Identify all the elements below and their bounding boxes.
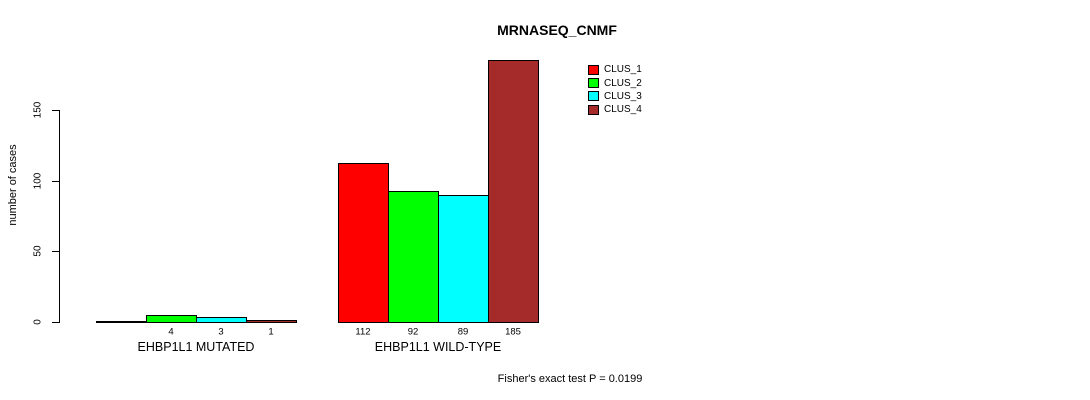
y-axis-tick (52, 110, 59, 111)
legend-label: CLUS_3 (604, 90, 642, 102)
bar-value-label: 1 (268, 326, 274, 338)
legend-entry: CLUS_1 (588, 63, 642, 76)
legend-swatch (588, 78, 599, 89)
y-axis-tick-label: 0 (32, 319, 44, 325)
bar-clus-4 (246, 319, 297, 323)
y-axis-tick (52, 180, 59, 182)
legend-entry: CLUS_2 (588, 76, 642, 89)
x-group-label: EHBP1L1 WILD-TYPE (374, 340, 502, 354)
legend-swatch (588, 64, 599, 75)
legend-swatch (588, 104, 599, 115)
y-axis-tick-label: 100 (32, 172, 44, 189)
bar-clus-3 (438, 195, 489, 323)
x-group-label: EHBP1L1 MUTATED (137, 340, 255, 354)
footnote-pvalue: Fisher's exact test P = 0.0199 (497, 373, 643, 385)
legend-entry: CLUS_4 (588, 103, 642, 116)
y-axis-tick-label: 150 (32, 101, 44, 119)
legend-label: CLUS_1 (604, 64, 642, 76)
legend-label: CLUS_4 (604, 104, 642, 116)
y-axis-tick-label: 50 (32, 245, 44, 257)
bar-value-label: 3 (218, 326, 224, 338)
legend-label: CLUS_2 (604, 77, 642, 89)
bar-clus-1 (96, 321, 147, 323)
legend: CLUS_1 CLUS_2 CLUS_3 CLUS_4 (588, 63, 642, 117)
bar-value-label: 89 (457, 326, 469, 338)
legend-swatch (588, 91, 599, 102)
legend-entry: CLUS_3 (588, 90, 642, 103)
bar-value-label: 4 (168, 326, 174, 338)
y-axis-tick (52, 251, 59, 253)
bar-value-label: 112 (355, 326, 371, 338)
bar-value-label: 185 (505, 326, 521, 338)
bar-clus-1 (338, 162, 389, 323)
bar-clus-4 (488, 59, 539, 323)
chart-title: MRNASEQ_CNMF (497, 22, 617, 38)
bar-clus-2 (146, 315, 197, 323)
bar-clus-2 (388, 190, 439, 323)
y-axis-line (59, 110, 60, 323)
y-axis-tick (52, 322, 59, 323)
bar-value-label: 92 (407, 326, 419, 338)
bar-clus-3 (196, 316, 247, 323)
